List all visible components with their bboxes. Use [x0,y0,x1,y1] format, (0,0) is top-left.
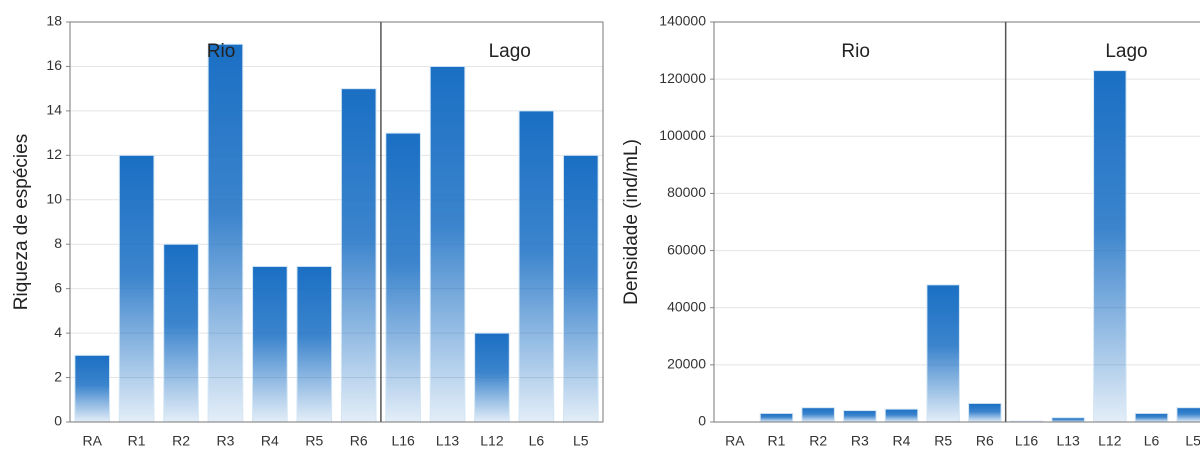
x-tick-label: L6 [529,433,545,449]
bar [163,243,199,423]
x-tick-label: L12 [1098,433,1122,449]
x-tick-label: R3 [851,433,869,449]
x-tick-label: R5 [934,433,952,449]
bar [1051,417,1085,423]
bar [968,402,1002,423]
x-tick-label: L13 [1056,433,1080,449]
x-tick-label: L5 [573,433,589,449]
bar [884,408,919,423]
bar [1176,407,1200,423]
y-axis-label: Riqueza de espécies [11,134,32,310]
bar [207,43,244,423]
plot-frame [69,21,604,423]
x-tick-label: R2 [809,433,827,449]
x-tick-label: R1 [768,433,786,449]
y-tick-label: 100000 [659,127,706,143]
x-tick-label: R1 [128,433,146,449]
y-tick-label: 4 [54,324,62,340]
bar [296,265,333,423]
x-tick-label: R4 [893,433,911,449]
x-tick-label: RA [82,433,102,449]
x-tick-label: L16 [391,433,415,449]
x-tick-label: R2 [172,433,190,449]
annotation: Rio [841,41,870,62]
bar [474,332,510,423]
bar [1093,70,1127,423]
y-tick-label: 40000 [667,298,706,314]
bar [118,154,155,423]
y-tick-label: 12 [46,146,62,162]
plot-frame [713,21,1200,423]
y-axis-label: Densidade (ind/mL) [621,139,642,305]
bar [843,410,877,423]
y-tick-label: 8 [54,235,62,251]
bar [1134,412,1169,423]
y-tick-label: 2 [54,368,62,384]
x-tick-label: L6 [1144,433,1160,449]
annotation: Lago [1105,41,1147,62]
y-tick-label: 0 [698,413,706,429]
bar [562,154,599,423]
bar [926,284,960,423]
bar [759,412,794,423]
bar [801,407,835,423]
bar [518,110,555,423]
annotation: Lago [489,41,531,62]
bar [74,354,111,423]
y-tick-label: 10 [46,190,62,206]
x-tick-label: RA [725,433,745,449]
bar [340,88,377,423]
x-tick-label: R5 [305,433,323,449]
y-tick-label: 0 [54,413,62,429]
y-tick-label: 16 [46,57,62,73]
x-tick-label: L12 [480,433,504,449]
x-tick-label: L5 [1185,433,1200,449]
y-tick-label: 140000 [659,13,706,29]
y-tick-label: 20000 [667,356,706,372]
x-tick-label: L16 [1015,433,1039,449]
y-tick-label: 120000 [659,70,706,86]
y-tick-label: 80000 [667,184,706,200]
x-tick-label: R6 [976,433,994,449]
y-tick-label: 14 [46,102,62,118]
x-tick-label: R3 [217,433,235,449]
bar [252,265,288,423]
y-tick-label: 18 [46,13,62,29]
annotation: Rio [207,41,236,62]
bar [385,132,421,423]
y-tick-label: 60000 [667,241,706,257]
x-tick-label: L13 [436,433,460,449]
x-tick-label: R6 [350,433,368,449]
x-tick-label: R4 [261,433,279,449]
bar [429,65,466,423]
y-tick-label: 6 [54,279,62,295]
